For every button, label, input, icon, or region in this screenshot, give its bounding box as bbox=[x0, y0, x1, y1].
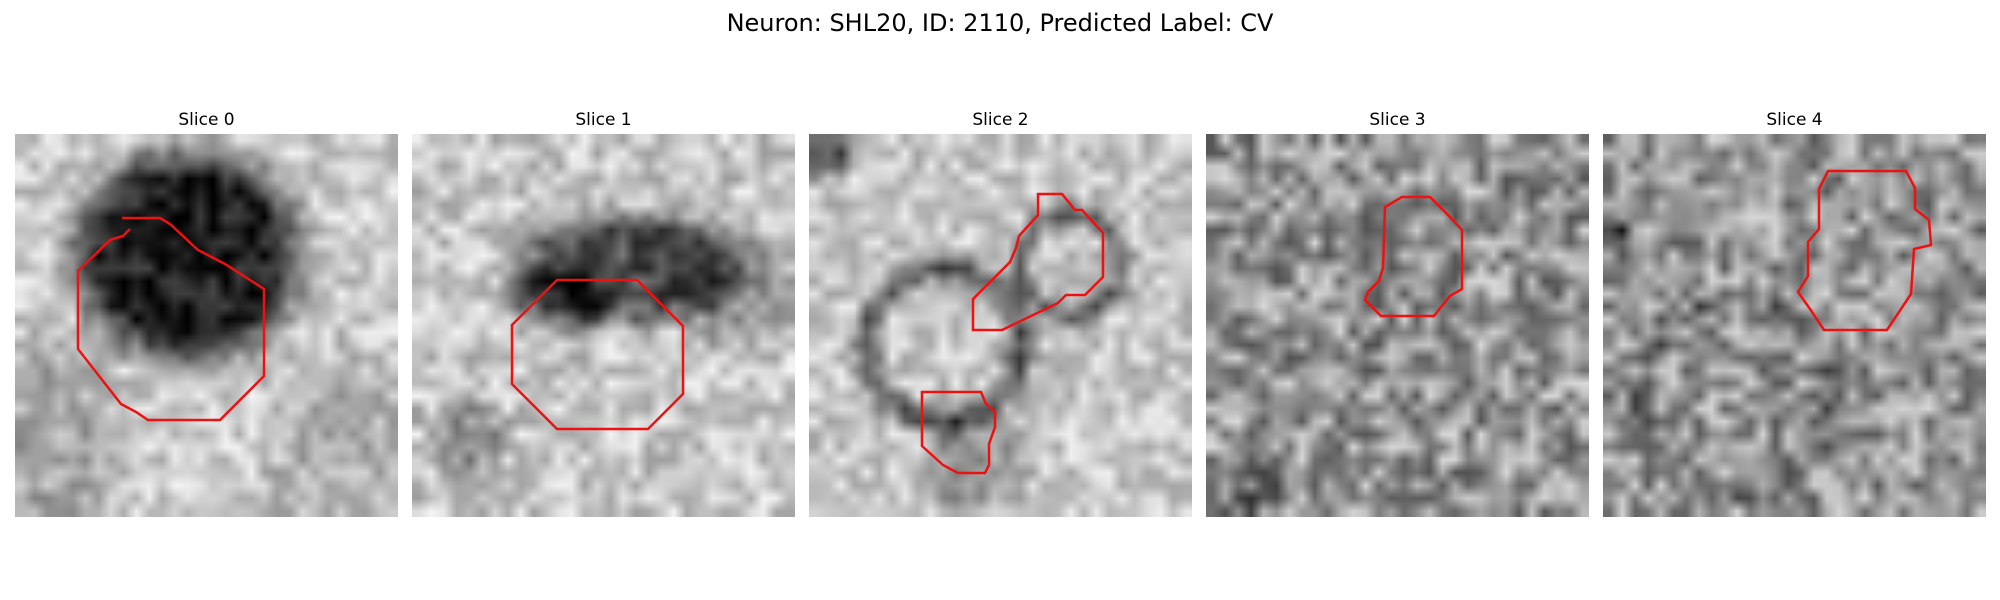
figure-title: Neuron: SHL20, ID: 2110, Predicted Label… bbox=[0, 8, 2000, 38]
panel-title-slice-3: Slice 3 bbox=[1206, 110, 1589, 130]
slice-2-contour-overlay bbox=[809, 134, 1192, 517]
slice-2-contour-upper bbox=[973, 194, 1103, 330]
slice-1-contour bbox=[512, 280, 683, 429]
slice-4-contour bbox=[1798, 171, 1931, 330]
slice-4-contour-overlay bbox=[1603, 134, 1986, 517]
slice-3-contour bbox=[1365, 197, 1462, 316]
panel-title-slice-4: Slice 4 bbox=[1603, 110, 1986, 130]
slice-0-contour-overlay bbox=[15, 134, 398, 517]
panel-title-slice-0: Slice 0 bbox=[15, 110, 398, 130]
slice-0-contour bbox=[78, 218, 264, 420]
slice-3-contour-overlay bbox=[1206, 134, 1589, 517]
panel-title-slice-1: Slice 1 bbox=[412, 110, 795, 130]
slice-1-contour-overlay bbox=[412, 134, 795, 517]
panel-title-slice-2: Slice 2 bbox=[809, 110, 1192, 130]
slice-2-contour-lower bbox=[922, 392, 995, 473]
